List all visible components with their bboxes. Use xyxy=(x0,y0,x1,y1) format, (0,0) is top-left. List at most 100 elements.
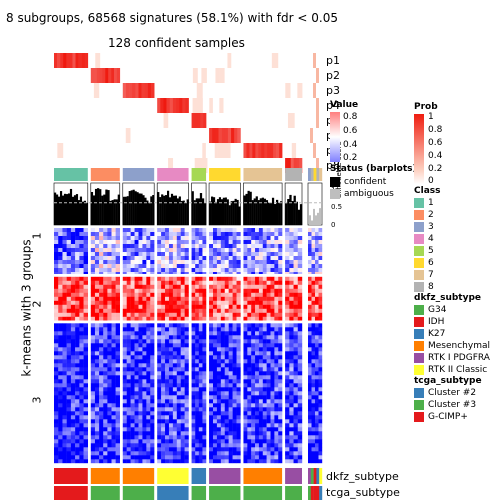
heatmap-cell xyxy=(122,264,127,269)
heatmap-cell-ambiguous xyxy=(315,363,319,368)
heatmap-cell xyxy=(126,292,131,297)
heatmap-cell xyxy=(278,256,283,261)
heatmap-cell xyxy=(184,407,189,412)
heatmap-cell xyxy=(232,371,237,376)
heatmap-cell xyxy=(293,323,298,328)
heatmap-cell xyxy=(243,272,248,274)
silhouette-bar xyxy=(67,193,71,225)
heatmap-cell xyxy=(216,327,222,332)
heatmap-cell xyxy=(161,323,166,328)
heatmap-cell xyxy=(146,272,151,274)
heatmap-cell xyxy=(94,363,100,368)
heatmap-cell xyxy=(126,407,131,412)
heatmap-cell xyxy=(79,419,84,424)
heatmap-cell-ambiguous xyxy=(311,323,316,328)
heatmap-cell xyxy=(150,443,155,448)
heatmap-cell xyxy=(58,355,63,360)
heatmap-cell xyxy=(90,240,96,245)
heatmap-cell xyxy=(243,296,248,301)
heatmap-cell xyxy=(251,387,256,392)
prob-cell xyxy=(160,98,164,113)
heatmap-cell xyxy=(255,292,260,297)
heatmap-cell xyxy=(70,371,76,376)
heatmap-cell xyxy=(180,312,185,317)
heatmap-cell xyxy=(146,359,151,364)
heatmap-cell-ambiguous xyxy=(318,403,323,408)
heatmap-cell xyxy=(62,244,67,249)
heatmap-cell xyxy=(255,387,260,392)
heatmap-cell xyxy=(278,363,283,368)
heatmap-cell xyxy=(297,248,303,253)
heatmap-cell xyxy=(251,443,256,448)
heatmap-cell xyxy=(138,331,143,336)
heatmap-cell xyxy=(165,284,170,289)
heatmap-cell xyxy=(224,252,229,257)
heatmap-cell xyxy=(79,252,84,257)
heatmap-cell xyxy=(285,415,290,420)
silhouette-bar xyxy=(126,196,129,225)
heatmap-cell xyxy=(134,331,139,336)
class-annotation xyxy=(285,168,302,181)
heatmap-cell xyxy=(70,423,76,428)
heatmap-cell xyxy=(195,407,200,412)
heatmap-cell xyxy=(103,276,108,281)
heatmap-cell xyxy=(289,288,294,293)
heatmap-cell xyxy=(236,351,241,356)
heatmap-cell xyxy=(58,411,63,416)
heatmap-cell xyxy=(293,375,298,380)
heatmap-cell xyxy=(138,451,143,456)
heatmap-cell xyxy=(115,323,120,328)
heatmap-cell xyxy=(94,383,100,388)
heatmap-cell-ambiguous xyxy=(308,276,312,281)
heatmap-cell xyxy=(126,367,131,372)
heatmap-cell xyxy=(251,236,256,241)
heatmap-cell xyxy=(142,351,147,356)
heatmap-cell-ambiguous xyxy=(318,236,323,241)
heatmap-cell xyxy=(195,339,200,344)
heatmap-cell xyxy=(180,272,185,274)
prob-cell xyxy=(151,83,155,98)
heatmap-cell xyxy=(258,431,263,436)
heatmap-cell xyxy=(232,335,237,340)
heatmap-cell xyxy=(285,228,290,233)
heatmap-cell xyxy=(255,343,260,348)
heatmap-cell xyxy=(94,415,100,420)
heatmap-cell xyxy=(165,351,170,356)
heatmap-cell xyxy=(232,451,237,456)
heatmap-cell-ambiguous xyxy=(315,395,319,400)
heatmap-cell xyxy=(209,312,214,317)
heatmap-cell xyxy=(266,383,271,388)
heatmap-cell xyxy=(150,415,155,420)
heatmap-cell xyxy=(236,415,241,420)
heatmap-cell xyxy=(202,327,207,332)
heatmap-cell xyxy=(99,427,104,432)
heatmap-cell xyxy=(83,323,89,328)
heatmap-cell xyxy=(255,312,260,317)
heatmap-cell xyxy=(236,323,241,328)
heatmap-cell xyxy=(258,455,263,460)
heatmap-cell xyxy=(266,300,271,305)
heatmap-cell xyxy=(168,228,174,233)
heatmap-cell xyxy=(191,232,196,237)
heatmap-cell xyxy=(258,284,263,289)
heatmap-cell xyxy=(138,284,143,289)
heatmap-cell xyxy=(157,427,162,432)
heatmap-cell-ambiguous xyxy=(311,280,316,285)
heatmap-cell xyxy=(274,435,279,440)
prob-cell xyxy=(221,128,226,143)
heatmap-cell xyxy=(274,403,279,408)
dkfz-legend-title: dkfz_subtype xyxy=(414,293,482,303)
prob-cell-low xyxy=(218,143,225,158)
heatmap-cell xyxy=(216,367,222,372)
heatmap-cell xyxy=(255,335,260,340)
heatmap-cell xyxy=(70,264,76,269)
heatmap-cell-ambiguous xyxy=(318,363,323,368)
heatmap-cell xyxy=(184,387,189,392)
heatmap-cell xyxy=(70,240,76,245)
heatmap-cell xyxy=(251,272,256,274)
heatmap-cell xyxy=(278,355,283,360)
heatmap-cell xyxy=(285,323,290,328)
heatmap-cell-ambiguous xyxy=(318,268,323,273)
heatmap-cell xyxy=(297,343,303,348)
silhouette-bar xyxy=(159,197,162,225)
